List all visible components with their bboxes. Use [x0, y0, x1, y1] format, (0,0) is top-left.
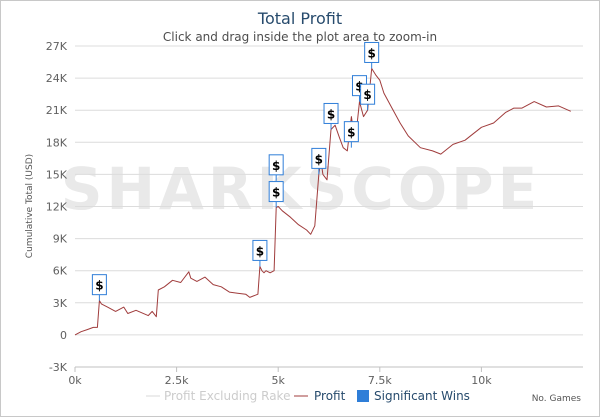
significant-win-label: $ — [347, 126, 355, 140]
significant-win-flag — [252, 239, 268, 261]
significant-win-flag — [364, 41, 380, 63]
significant-win-marker[interactable]: $ — [311, 147, 327, 175]
significant-wins-layer: $$$$ $$$$$$ — [91, 41, 380, 301]
legend-label-profit-excluding-rake: Profit Excluding Rake — [164, 389, 290, 403]
chart-subtitle: Click and drag inside the plot area to z… — [163, 30, 437, 44]
significant-win-label: $ — [315, 152, 323, 166]
significant-win-marker[interactable]: $ — [364, 41, 380, 69]
y-axis-label: Cumulative Total (USD) — [25, 154, 35, 258]
significant-win-flag — [360, 83, 376, 105]
significant-win-label: $ — [256, 244, 264, 258]
significant-win-marker[interactable]: $ — [343, 121, 359, 148]
x-tick-label: 10k — [471, 374, 492, 387]
x-tick-label: 2.5k — [165, 374, 189, 387]
y-tick-label: 21K — [46, 104, 68, 117]
significant-win-label: $ — [272, 159, 280, 173]
y-tick-label: 18K — [46, 136, 68, 149]
significant-win-flag — [311, 147, 327, 169]
significant-win-flag — [268, 154, 284, 176]
x-axis-label: No. Games — [532, 394, 582, 404]
x-tick-label: 7.5k — [368, 374, 392, 387]
significant-win-label: $ — [367, 46, 375, 60]
legend: Profit Excluding Rake Profit Significant… — [146, 389, 470, 403]
y-tick-label: 24K — [46, 72, 68, 85]
significant-win-marker[interactable]: $ — [323, 102, 339, 130]
gridlines — [75, 45, 583, 368]
significant-win-label: $ — [355, 80, 363, 94]
y-tick-label: 3K — [53, 297, 68, 310]
series-line-profit[interactable] — [74, 68, 572, 336]
significant-win-marker[interactable]: $ — [268, 181, 284, 208]
legend-swatch-significant-wins — [357, 390, 369, 402]
legend-label-profit: Profit — [314, 389, 346, 403]
y-tick-label: -3K — [49, 361, 68, 374]
significant-win-flag — [343, 121, 359, 143]
significant-win-label: $ — [363, 88, 371, 102]
legend-item-profit[interactable]: Profit — [294, 389, 346, 403]
series-layer — [74, 68, 572, 336]
legend-label-significant-wins: Significant Wins — [374, 389, 470, 403]
y-tick-label: 6K — [53, 265, 68, 278]
y-tick-label: 15K — [46, 168, 68, 181]
legend-item-profit-excluding-rake[interactable]: Profit Excluding Rake — [146, 389, 290, 403]
chart-title: Total Profit — [257, 9, 342, 28]
significant-win-marker[interactable]: $ — [91, 274, 107, 301]
significant-win-label: $ — [327, 107, 335, 121]
y-tick-label: 9K — [53, 233, 68, 246]
y-tick-label: 27K — [46, 40, 68, 53]
significant-win-flag — [91, 274, 107, 296]
x-axis-ticks: 0k 2.5k 5k 7.5k 10k — [68, 367, 492, 387]
y-tick-label: 12K — [46, 201, 68, 214]
y-tick-label: 0 — [60, 329, 67, 342]
significant-win-marker[interactable]: $ — [268, 154, 284, 181]
y-axis-ticks: -3K 0 3K 6K 9K 12K 15K 18K 21K 24K 27K — [46, 40, 68, 374]
watermark: SHARKSCOPE — [61, 155, 542, 223]
legend-item-significant-wins[interactable]: Significant Wins — [357, 389, 470, 403]
significant-win-label: $ — [272, 186, 280, 200]
significant-win-marker[interactable]: $ — [360, 83, 376, 111]
significant-win-flag — [323, 102, 339, 124]
significant-win-marker[interactable]: $ — [252, 239, 268, 267]
significant-win-label: $ — [95, 279, 103, 293]
x-tick-label: 5k — [272, 374, 286, 387]
significant-win-flag — [268, 181, 284, 203]
x-tick-label: 0k — [68, 374, 82, 387]
